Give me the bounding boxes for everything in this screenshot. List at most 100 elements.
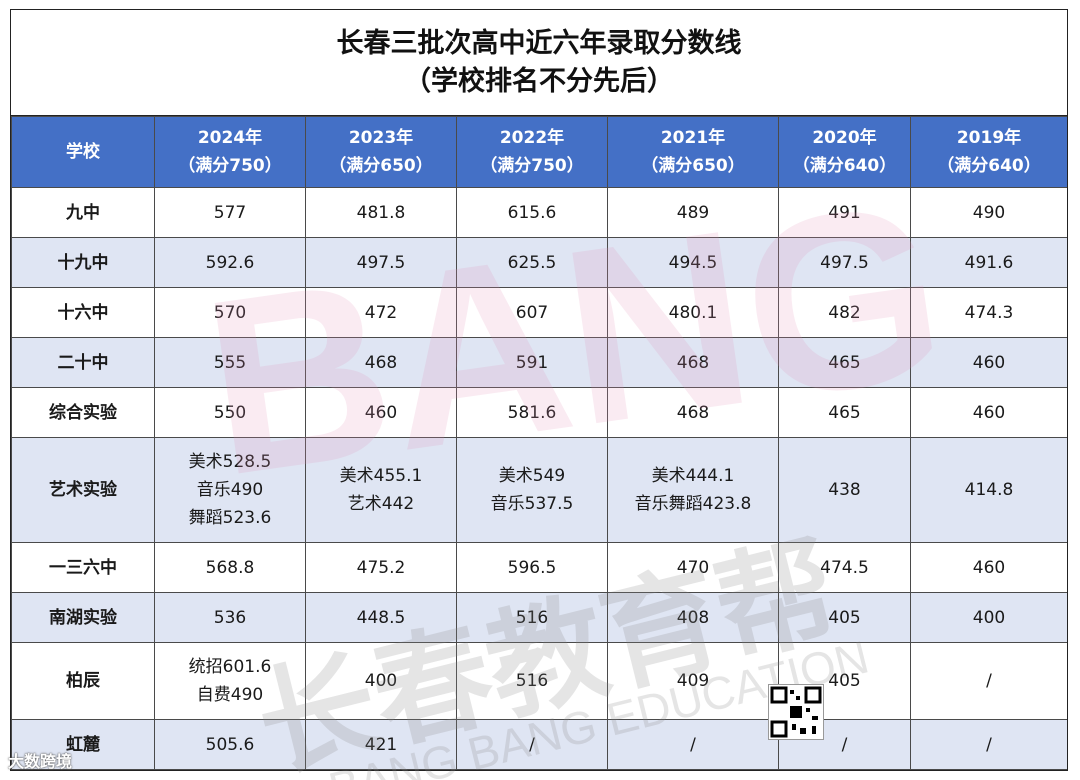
score-line: 494.5	[668, 252, 718, 273]
score-line: 491.6	[964, 252, 1014, 273]
score-line: 438	[828, 480, 861, 500]
score-cell: /	[910, 719, 1067, 770]
score-cell: 555	[154, 337, 306, 388]
table-row: 柏辰 统招601.6 自费490 400 516 409 405 /	[11, 642, 1067, 720]
table-row: 九中 577 481.8 615.6 489 491 490	[11, 187, 1067, 238]
score-line: 460	[972, 402, 1006, 423]
score-line: 美术528.5	[188, 452, 272, 472]
score-line: 475.2	[356, 557, 406, 578]
score-line: /	[986, 671, 992, 691]
score-cell: 475.2	[305, 542, 457, 593]
score-cell: 591	[456, 337, 608, 388]
score-line: 自费490	[196, 685, 264, 705]
school-name-cell: 柏辰	[11, 642, 155, 720]
score-cell: 400	[305, 642, 457, 720]
score-line: 474.5	[820, 557, 869, 578]
score-cell: 474.3	[910, 287, 1067, 338]
score-line: 460	[364, 402, 398, 423]
score-cell: 516	[456, 592, 608, 643]
table-row: 十九中 592.6 497.5 625.5 494.5 497.5 491.6	[11, 237, 1067, 288]
score-cell: 405	[778, 592, 911, 643]
score-cell: 460	[910, 387, 1067, 438]
score-line: 570	[213, 302, 247, 323]
score-cell: 448.5	[305, 592, 457, 643]
score-line: 615.6	[507, 202, 557, 223]
table-row: 艺术实验 美术528.5 音乐490 舞蹈523.6 美术455.1 艺术442 美术549…	[11, 437, 1067, 543]
score-cell: 570	[154, 287, 306, 338]
score-line: 470	[676, 557, 710, 578]
score-line: 581.6	[507, 402, 557, 423]
score-cell: 468	[305, 337, 457, 388]
score-line: 482	[828, 302, 861, 323]
score-cell: 568.8	[154, 542, 306, 593]
score-line: 美术549	[498, 466, 566, 486]
score-cell: 474.5	[778, 542, 911, 593]
score-line: 405	[828, 671, 861, 691]
table-row: 南湖实验 536 448.5 516 408 405 400	[11, 592, 1067, 643]
score-line: 497.5	[820, 252, 869, 273]
title-line-1: 长春三批次高中近六年录取分数线	[336, 27, 742, 59]
score-cell: 581.6	[456, 387, 608, 438]
score-cell: 615.6	[456, 187, 608, 238]
header-year: 2021年 （满分650）	[607, 116, 779, 188]
score-line: 489	[676, 202, 710, 223]
score-cell: 491.6	[910, 237, 1067, 288]
score-cell: 494.5	[607, 237, 779, 288]
score-line: 481.8	[356, 202, 406, 223]
qr-code-icon	[770, 686, 822, 738]
score-line: 美术444.1	[651, 466, 735, 486]
score-table-card: 长春三批次高中近六年录取分数线 （学校排名不分先后） 学校 2024年 （满分75…	[10, 9, 1068, 771]
school-name-cell: 一三六中	[11, 542, 155, 593]
score-line: 474.3	[964, 302, 1014, 323]
score-line: 516	[515, 671, 549, 691]
score-cell: 460	[910, 337, 1067, 388]
score-cell: 460	[910, 542, 1067, 593]
score-cell: 470	[607, 542, 779, 593]
school-name-cell: 南湖实验	[11, 592, 155, 643]
score-line: 596.5	[507, 557, 557, 578]
score-line: 568.8	[205, 557, 255, 578]
score-cell: 550	[154, 387, 306, 438]
score-cell: 465	[778, 337, 911, 388]
score-cell: 489	[607, 187, 779, 238]
score-cell: 400	[910, 592, 1067, 643]
table-row: 虹麓 505.6 421// / /	[11, 719, 1067, 770]
score-cell: 577	[154, 187, 306, 238]
score-line: 468	[364, 352, 398, 373]
score-line: 468	[676, 352, 710, 373]
score-cell: 414.8	[910, 437, 1067, 543]
score-line: 472	[364, 302, 398, 323]
table-row: 十六中 570 472 607 480.1 482 474.3	[11, 287, 1067, 338]
score-cell: 美术528.5 音乐490 舞蹈523.6	[154, 437, 306, 543]
school-name-cell: 二十中	[11, 337, 155, 388]
score-line: 408	[676, 607, 710, 628]
header-year: 2022年 （满分750）	[456, 116, 608, 188]
table-row: 一三六中 568.8 475.2 596.5 470 474.5 460	[11, 542, 1067, 593]
table-row: 二十中 555 468 591 468 465 460	[11, 337, 1067, 388]
score-line: 400	[364, 671, 398, 691]
score-cell: 497.5	[305, 237, 457, 288]
score-line: 465	[828, 402, 861, 423]
score-line: /	[529, 734, 535, 755]
score-line: 465	[828, 352, 861, 373]
school-name-cell: 九中	[11, 187, 155, 238]
score-cell: 596.5	[456, 542, 608, 593]
score-line: 421	[364, 734, 398, 755]
score-line: /	[841, 734, 848, 755]
score-line: 577	[213, 202, 247, 223]
page-title: 长春三批次高中近六年录取分数线 （学校排名不分先后）	[11, 10, 1067, 116]
score-cell: 美术455.1 艺术442	[305, 437, 457, 543]
score-line: 舞蹈523.6	[188, 508, 272, 528]
school-name-cell: 十六中	[11, 287, 155, 338]
score-cell: 465	[778, 387, 911, 438]
table-row: 综合实验 550 460 581.6 468 465 460	[11, 387, 1067, 438]
score-line: 音乐舞蹈423.8	[634, 494, 752, 514]
score-cell: 421	[305, 719, 457, 770]
score-line: 艺术442	[347, 494, 415, 514]
score-cell: 统招601.6 自费490	[154, 642, 306, 720]
score-line: 音乐490	[196, 480, 264, 500]
score-cell: 美术444.1 音乐舞蹈423.8	[607, 437, 779, 543]
header-year: 2023年 （满分650）	[305, 116, 457, 188]
title-line-2: （学校排名不分先后）	[404, 65, 674, 97]
score-cell: 490	[910, 187, 1067, 238]
